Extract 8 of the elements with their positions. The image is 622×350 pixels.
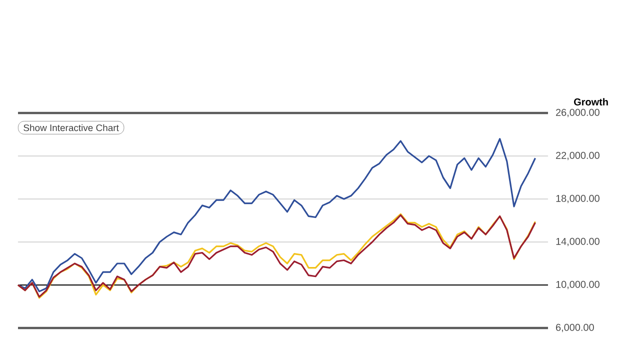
- annotation: Show Interactive Chart: [24, 124, 119, 132]
- y-axis-title: Growth: [574, 98, 608, 106]
- y-tick-label: 18,000.00: [556, 194, 600, 204]
- y-tick-label: 6,000.00: [556, 324, 594, 332]
- y-tick-label: 14,000.00: [556, 238, 600, 246]
- y-tick-label: 22,000.00: [556, 152, 600, 160]
- y-tick-label: 10,000.00: [556, 280, 600, 290]
- y-tick-label: 26,000.00: [556, 108, 600, 118]
